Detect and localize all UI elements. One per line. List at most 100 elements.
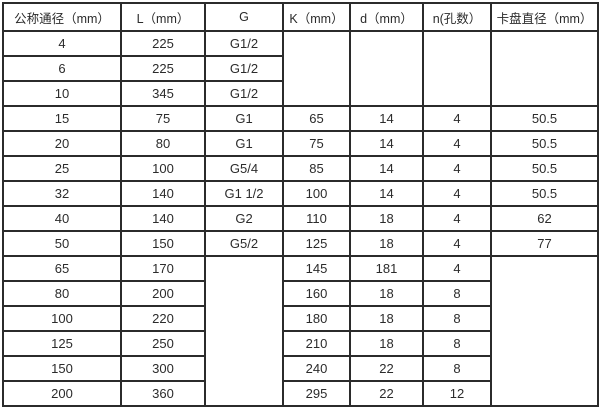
col-header-nominal-diameter: 公称通径（mm） — [2, 2, 122, 32]
cell-d: 14 — [349, 105, 424, 132]
table-row: 125 250 210 18 8 — [2, 330, 598, 357]
cell-dn: 150 — [2, 355, 122, 382]
cell-k: 295 — [282, 380, 351, 407]
table-row: 10 345 G1/2 — [2, 80, 598, 107]
cell-g: G1 — [204, 130, 284, 157]
cell-l: 345 — [120, 80, 206, 107]
table-row: 20 80 G1 75 14 4 50.5 — [2, 130, 599, 157]
cell-l: 80 — [120, 130, 206, 157]
cell-d: 18 — [349, 230, 424, 257]
cell-l: 225 — [120, 55, 206, 82]
cell-l: 200 — [120, 280, 206, 307]
cell-chuck: 50.5 — [490, 105, 599, 132]
cell-n: 4 — [422, 155, 492, 182]
cell-n: 4 — [422, 230, 492, 257]
cell-d: 14 — [349, 180, 424, 207]
table-row: 4 225 G1/2 — [2, 30, 599, 107]
cell-n: 4 — [422, 255, 492, 282]
cell-n-merged-empty — [422, 30, 492, 107]
cell-n: 12 — [422, 380, 492, 407]
cell-chuck-merged-empty — [490, 255, 599, 407]
cell-g: G2 — [204, 205, 284, 232]
cell-k: 85 — [282, 155, 351, 182]
cell-dn: 50 — [2, 230, 122, 257]
cell-dn: 200 — [2, 380, 122, 407]
table-row: 6 225 G1/2 — [2, 55, 598, 82]
cell-dn: 4 — [2, 30, 122, 57]
cell-n: 8 — [422, 280, 492, 307]
cell-g-merged-empty — [204, 255, 284, 407]
cell-n: 4 — [422, 180, 492, 207]
cell-g: G5/4 — [204, 155, 284, 182]
cell-g: G1 1/2 — [204, 180, 284, 207]
cell-d: 22 — [349, 380, 424, 407]
cell-n: 8 — [422, 355, 492, 382]
cell-l: 100 — [120, 155, 206, 182]
cell-dn: 10 — [2, 80, 122, 107]
table-row: 50 150 G5/2 125 18 4 77 — [2, 230, 599, 257]
table-row: 100 220 180 18 8 — [2, 305, 598, 332]
cell-dn: 25 — [2, 155, 122, 182]
cell-l: 220 — [120, 305, 206, 332]
cell-g: G1/2 — [204, 80, 284, 107]
cell-n: 4 — [422, 130, 492, 157]
cell-chuck-merged-empty — [490, 30, 599, 107]
cell-chuck: 50.5 — [490, 155, 599, 182]
cell-k: 110 — [282, 205, 351, 232]
cell-dn: 32 — [2, 180, 122, 207]
cell-n: 4 — [422, 105, 492, 132]
cell-k: 180 — [282, 305, 351, 332]
cell-l: 150 — [120, 230, 206, 257]
cell-d-merged-empty — [349, 30, 424, 107]
table-row: 32 140 G1 1/2 100 14 4 50.5 — [2, 180, 599, 207]
cell-n: 8 — [422, 305, 492, 332]
cell-chuck: 50.5 — [490, 180, 599, 207]
col-header-chuck-diameter: 卡盘直径（mm） — [490, 2, 599, 32]
col-header-K: K（mm） — [282, 2, 351, 32]
header-row: 公称通径（mm） L（mm） G K（mm） d（mm） n(孔数） 卡盘直径（… — [2, 2, 599, 32]
cell-l: 75 — [120, 105, 206, 132]
cell-dn: 80 — [2, 280, 122, 307]
cell-n: 8 — [422, 330, 492, 357]
cell-dn: 15 — [2, 105, 122, 132]
cell-d: 18 — [349, 305, 424, 332]
cell-dn: 125 — [2, 330, 122, 357]
cell-dn: 20 — [2, 130, 122, 157]
table-row: 200 360 295 22 12 — [2, 380, 598, 407]
cell-dn: 65 — [2, 255, 122, 282]
cell-dn: 40 — [2, 205, 122, 232]
cell-k: 145 — [282, 255, 351, 282]
cell-chuck: 77 — [490, 230, 599, 257]
cell-d: 18 — [349, 280, 424, 307]
cell-l: 300 — [120, 355, 206, 382]
col-header-G: G — [204, 2, 284, 32]
cell-l: 360 — [120, 380, 206, 407]
cell-k: 160 — [282, 280, 351, 307]
table-row: 150 300 240 22 8 — [2, 355, 598, 382]
cell-d: 14 — [349, 155, 424, 182]
cell-dn: 6 — [2, 55, 122, 82]
cell-k-merged-empty — [282, 30, 351, 107]
cell-g: G1 — [204, 105, 284, 132]
cell-dn: 100 — [2, 305, 122, 332]
cell-l: 225 — [120, 30, 206, 57]
cell-k: 210 — [282, 330, 351, 357]
col-header-L: L（mm） — [120, 2, 206, 32]
cell-d: 18 — [349, 205, 424, 232]
cell-k: 65 — [282, 105, 351, 132]
cell-chuck: 62 — [490, 205, 599, 232]
col-header-d: d（mm） — [349, 2, 424, 32]
cell-l: 140 — [120, 180, 206, 207]
cell-d: 22 — [349, 355, 424, 382]
cell-l: 250 — [120, 330, 206, 357]
table-row: 40 140 G2 110 18 4 62 — [2, 205, 599, 232]
cell-k: 125 — [282, 230, 351, 257]
cell-d: 14 — [349, 130, 424, 157]
cell-d: 181 — [349, 255, 424, 282]
cell-g: G1/2 — [204, 55, 284, 82]
cell-chuck: 50.5 — [490, 130, 599, 157]
cell-l: 140 — [120, 205, 206, 232]
table-row: 15 75 G1 65 14 4 50.5 — [2, 105, 599, 132]
